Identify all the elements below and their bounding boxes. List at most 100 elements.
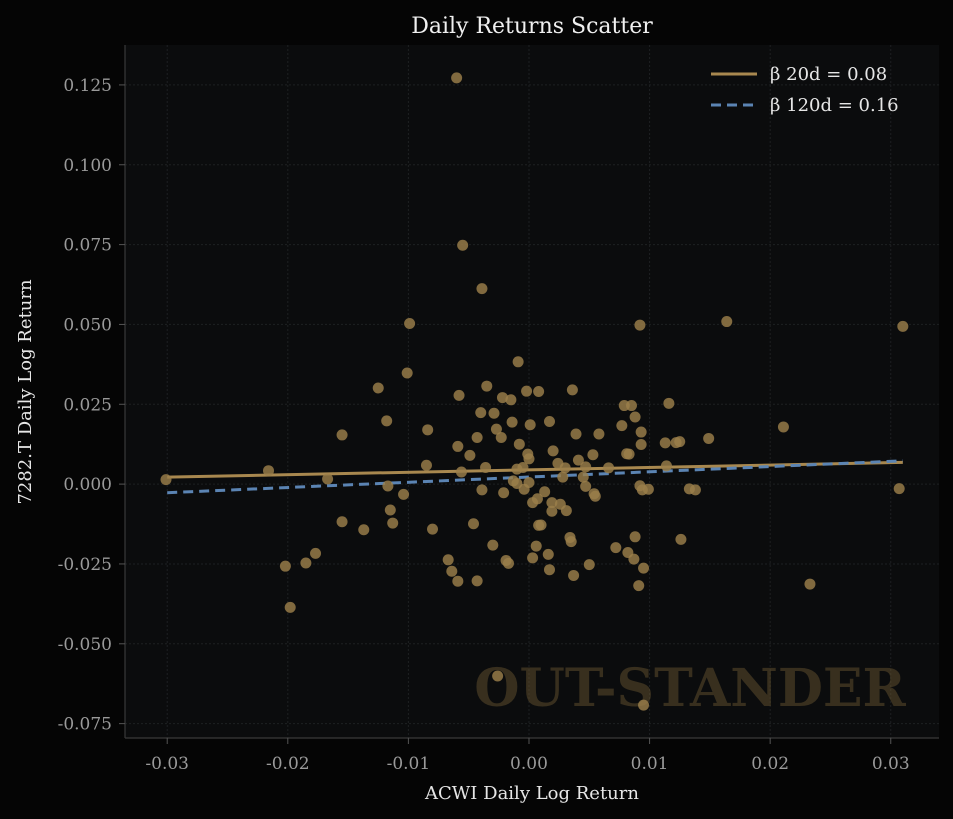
scatter-point [642, 483, 654, 495]
scatter-point [481, 380, 493, 392]
scatter-point [496, 392, 508, 404]
scatter-point [336, 429, 348, 441]
scatter-point [523, 453, 535, 465]
legend-label-beta-120d: β 120d = 0.16 [770, 95, 899, 116]
scatter-point [523, 477, 535, 489]
scatter-point [336, 516, 348, 528]
y-tick-label: -0.075 [58, 715, 112, 735]
scatter-point [372, 382, 384, 394]
scatter-point [580, 480, 592, 492]
scatter-point [580, 461, 592, 473]
scatter-point [659, 437, 671, 449]
y-axis-ticks: -0.075 -0.050 -0.025 0.000 0.025 0.050 0.075 0.… [58, 76, 125, 735]
legend-label-beta-20d: β 20d = 0.08 [770, 64, 887, 85]
scatter-point [471, 431, 483, 443]
x-tick-label: 0.01 [631, 754, 669, 774]
scatter-point [521, 385, 533, 397]
scatter-point [804, 578, 816, 590]
scatter-point [721, 316, 733, 328]
scatter-point [398, 488, 410, 500]
scatter-point [633, 580, 645, 592]
scatter-point [495, 431, 507, 443]
scatter-point [566, 384, 578, 396]
scatter-point [623, 448, 635, 460]
scatter-point [535, 519, 547, 531]
scatter-point [663, 397, 675, 409]
scatter-point [381, 415, 393, 427]
scatter-point [488, 407, 500, 419]
scatter-point [300, 557, 312, 569]
scatter-point [382, 480, 394, 492]
axes [124, 45, 939, 739]
legend: β 20d = 0.08 β 120d = 0.16 [711, 64, 899, 116]
scatter-point [279, 560, 291, 572]
scatter-point [401, 367, 413, 379]
scatter-point [634, 319, 646, 331]
scatter-point [451, 72, 463, 84]
scatter-point [476, 484, 488, 496]
scatter-point [533, 386, 545, 397]
scatter-point [524, 419, 536, 431]
x-tick-label: 0.02 [751, 754, 789, 774]
scatter-point [513, 438, 525, 450]
scatter-point [628, 553, 640, 565]
scatter-point [358, 524, 370, 536]
scatter-point [557, 471, 569, 483]
scatter-point [284, 601, 296, 613]
scatter-point [897, 320, 909, 332]
watermark-text: OUT-STANDER [474, 658, 906, 719]
scatter-point [427, 523, 439, 535]
scatter-point [498, 487, 510, 499]
scatter-point [638, 699, 650, 711]
y-tick-label: 0.075 [63, 236, 112, 256]
scatter-point [263, 465, 275, 477]
scatter-point [629, 531, 641, 543]
scatter-point [487, 539, 499, 551]
scatter-point [490, 423, 502, 435]
scatter-point [160, 474, 172, 486]
scatter-point [539, 486, 551, 498]
scatter-point [446, 565, 458, 577]
scatter-point [505, 394, 517, 406]
scatter-point [452, 440, 464, 452]
y-tick-label: 0.100 [63, 156, 112, 176]
scatter-point [457, 239, 469, 251]
scatter-point [616, 420, 628, 432]
scatter-point [625, 400, 637, 412]
scatter-point [559, 462, 571, 474]
scatter-point [629, 411, 641, 423]
scatter-point [547, 445, 559, 457]
scatter-point [506, 416, 518, 428]
x-tick-label: 0.00 [510, 754, 548, 774]
scatter-point [442, 554, 454, 566]
scatter-point [635, 439, 647, 451]
chart-title: Daily Returns Scatter [411, 14, 653, 39]
scatter-point [593, 428, 605, 440]
grid-lines [125, 45, 939, 738]
scatter-point [589, 490, 601, 502]
scatter-point [638, 562, 650, 574]
scatter-point [577, 471, 589, 483]
scatter-point [404, 317, 416, 329]
scatter-point [568, 569, 580, 581]
scatter-point [674, 436, 686, 448]
regression-line-beta-120d [167, 459, 903, 495]
scatter-point [543, 416, 555, 428]
scatter-point [480, 462, 492, 474]
scatter-points [160, 72, 909, 711]
scatter-point [387, 517, 399, 529]
scatter-point [675, 533, 687, 545]
scatter-point [893, 483, 905, 495]
scatter-point [635, 426, 647, 438]
regression-lines [167, 459, 903, 495]
y-tick-label: 0.050 [63, 315, 112, 335]
scatter-point [455, 466, 467, 478]
scatter-point [610, 542, 622, 554]
scatter-point [703, 432, 715, 444]
scatter-point [570, 428, 582, 440]
x-tick-label: 0.03 [872, 754, 910, 774]
scatter-point [453, 389, 465, 401]
scatter-point [777, 421, 789, 433]
